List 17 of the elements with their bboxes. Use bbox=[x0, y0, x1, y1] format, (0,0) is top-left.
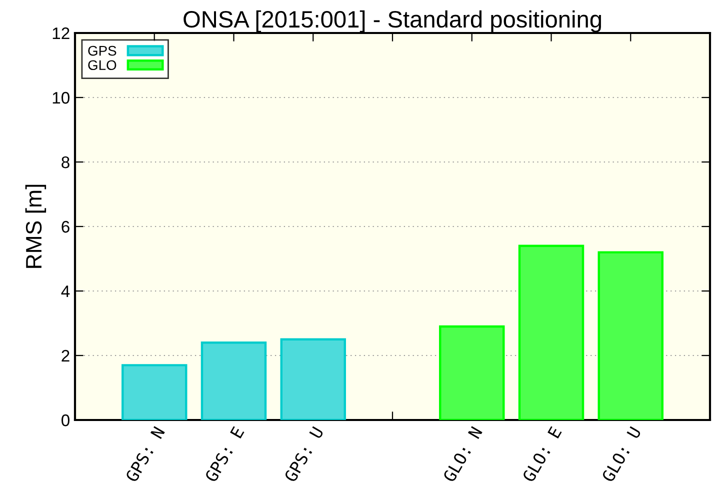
bar bbox=[122, 364, 188, 420]
y-tick-label: 12 bbox=[52, 27, 70, 40]
bar bbox=[439, 325, 505, 420]
legend-label: GPS bbox=[88, 46, 116, 56]
y-tick-label: 8 bbox=[62, 156, 70, 168]
y-tick-label: 4 bbox=[61, 286, 70, 298]
y-tick-label: 6 bbox=[62, 220, 70, 233]
bar bbox=[598, 251, 664, 420]
y-tick-label: 2 bbox=[62, 350, 70, 362]
y-tick-label: 0 bbox=[62, 414, 70, 426]
y-axis-title: RMS [m] bbox=[25, 184, 46, 268]
bar bbox=[280, 338, 346, 420]
legend-label: GLO bbox=[88, 60, 116, 70]
y-tick-label: 10 bbox=[52, 92, 70, 104]
chart-title: ONSA [2015:001] - Standard positioning bbox=[184, 10, 602, 32]
bar bbox=[200, 341, 267, 420]
bar bbox=[518, 244, 584, 420]
